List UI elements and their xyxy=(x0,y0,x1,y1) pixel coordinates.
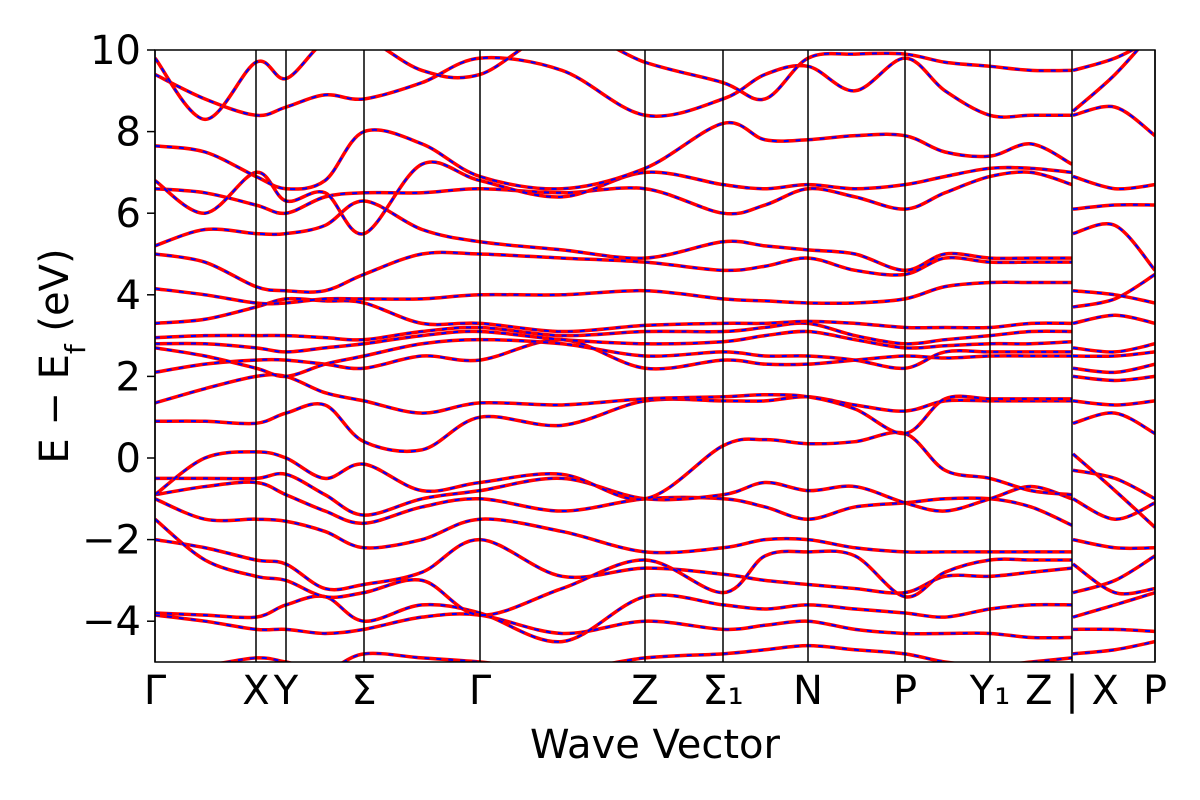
band-line-dashed xyxy=(155,338,1155,382)
band-line xyxy=(155,497,1155,555)
x-tick-label: Z | X xyxy=(1025,668,1119,714)
y-axis-label-part: E − E xyxy=(32,354,78,464)
band-line-dashed xyxy=(155,538,1155,595)
x-tick-label: X xyxy=(242,668,269,714)
y-tick-label: 4 xyxy=(116,273,141,319)
band-line xyxy=(155,296,1155,334)
x-tick-label: Σ₁ xyxy=(702,668,743,714)
band-line xyxy=(155,199,1155,273)
band-line-dashed xyxy=(155,50,1139,121)
x-tick-label: P xyxy=(893,668,917,714)
y-tick-label: 8 xyxy=(116,110,141,156)
band-line-dashed xyxy=(155,469,1155,517)
y-axis-label: E − Ef (eV) xyxy=(32,248,92,463)
x-tick-label: Y xyxy=(273,668,299,714)
x-tick-label: N xyxy=(793,668,823,714)
x-tick-label: Σ xyxy=(351,668,376,714)
x-tick-label: Γ xyxy=(469,668,492,714)
x-tick-label: Γ xyxy=(144,668,167,714)
y-tick-label: 6 xyxy=(116,191,141,237)
plot-frame xyxy=(154,49,1156,663)
band-line-dashed xyxy=(155,591,1155,643)
band-line xyxy=(155,612,1155,640)
band-line xyxy=(155,104,1155,191)
band-line xyxy=(155,480,1155,527)
band-line-dashed xyxy=(155,330,1155,358)
y-tick-label: −2 xyxy=(82,518,141,564)
band-line-dashed xyxy=(155,105,1155,191)
x-tick-label: Y₁ xyxy=(969,668,1010,714)
y-axis-label-subscript: f xyxy=(59,343,92,354)
band-line xyxy=(155,372,1155,436)
band-line-dashed xyxy=(222,640,1155,662)
y-tick-label: 10 xyxy=(90,28,141,74)
band-line-dashed xyxy=(155,251,1155,304)
band-line-dashed xyxy=(155,322,1155,353)
band-line xyxy=(155,50,1140,122)
band-line xyxy=(155,395,1155,454)
x-tick-label: Z xyxy=(631,668,658,714)
y-tick-label: −4 xyxy=(82,599,141,645)
y-axis-label-part: (eV) xyxy=(32,248,78,344)
band-line-dashed xyxy=(155,431,1155,529)
x-axis-label: Wave Vector xyxy=(530,722,781,768)
y-tick-label: 0 xyxy=(116,436,141,482)
band-line xyxy=(155,537,1155,595)
band-line xyxy=(155,430,1155,529)
x-tick-label: P xyxy=(1143,668,1167,714)
plot-area xyxy=(155,50,1155,662)
band-line xyxy=(155,337,1155,383)
y-tick-label: 2 xyxy=(116,354,141,400)
band-line xyxy=(155,170,1155,216)
